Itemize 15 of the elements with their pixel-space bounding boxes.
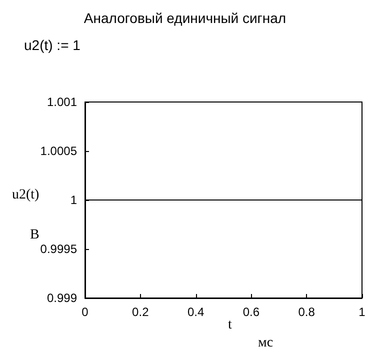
- x-tick-label: 0.2: [132, 305, 150, 319]
- y-tick-label: 0.999: [46, 291, 78, 305]
- text: t мс: [228, 318, 274, 350]
- x-tick-label: 0: [82, 305, 89, 319]
- text: u2(t) := 1: [24, 37, 81, 53]
- y-tick-label: 1.0005: [40, 144, 78, 158]
- x-tick-label: 0.4: [187, 305, 204, 319]
- x-tick-label: 1: [358, 305, 366, 319]
- y-tick-label: 1.001: [46, 95, 78, 109]
- y-tick-label: 0.9995: [40, 242, 78, 256]
- x-tick-label: 0.8: [298, 305, 316, 319]
- x-tick-label: 0.6: [242, 305, 260, 319]
- chart-title: Аналоговый единичный сигнал: [84, 10, 286, 26]
- y-tick-label: 1: [70, 193, 78, 207]
- text: u2(t) В: [12, 188, 40, 242]
